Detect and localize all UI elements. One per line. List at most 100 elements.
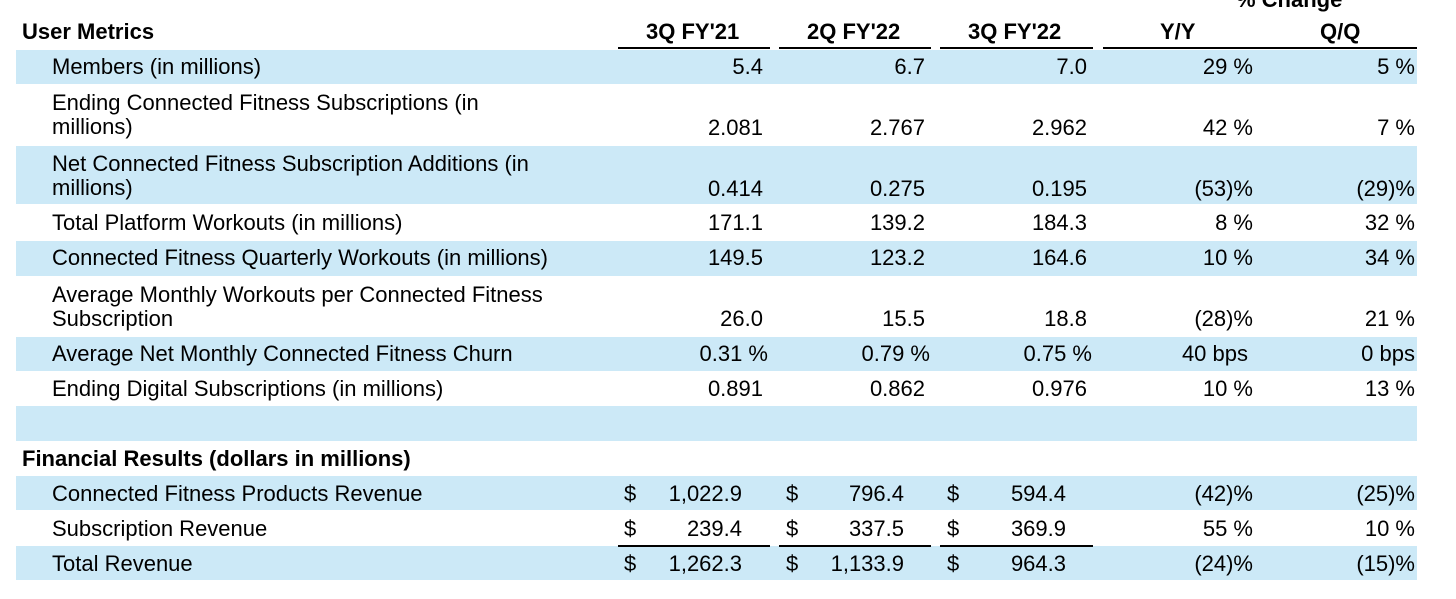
cell-value: 164.6 [1031, 245, 1087, 270]
cell-value: 0.862 [869, 376, 925, 401]
row-label-line: Subscription [52, 306, 174, 331]
dollar-sign: $ [624, 481, 637, 506]
cell-value: 0.31 % [699, 341, 769, 366]
cell-value: 0.976 [1031, 376, 1087, 401]
cell-value: (25)% [1356, 481, 1415, 506]
cell-value: 15.5 [882, 306, 925, 331]
cell-value: 337.5 [848, 516, 904, 541]
row-label: Total Revenue [52, 551, 193, 576]
row-label-line: millions) [52, 175, 133, 200]
cell-value: 2.962 [1031, 115, 1087, 140]
row-label-line: millions) [52, 114, 133, 139]
row-label: Members (in millions) [52, 54, 262, 79]
cell-value: 0 bps [1361, 341, 1415, 366]
cell-value: 5.4 [732, 54, 763, 79]
row-band [16, 241, 1417, 276]
row-band [16, 146, 1417, 204]
cell-value: (28)% [1194, 306, 1253, 331]
cell-value: (53)% [1194, 176, 1253, 201]
cell-value: 369.9 [1010, 516, 1066, 541]
percent-change-label: % Change [1236, 0, 1342, 13]
cell-value: 2.767 [869, 115, 925, 140]
dollar-sign: $ [786, 551, 799, 576]
row-band [16, 546, 1417, 580]
column-header: Y/Y [1160, 19, 1196, 44]
cell-value: 964.3 [1010, 551, 1066, 576]
cell-value: 34 % [1364, 245, 1415, 270]
header-underline [779, 47, 931, 49]
cell-value: 0.79 % [861, 341, 931, 366]
cell-value: 26.0 [720, 306, 763, 331]
row-label: Connected Fitness Quarterly Workouts (in… [52, 245, 548, 270]
row-label: Ending Digital Subscriptions (in million… [52, 376, 444, 401]
cell-value: 2.081 [707, 115, 763, 140]
subtotal-rule [940, 545, 1093, 547]
row-label: Ending Connected Fitness Subscriptions (… [52, 91, 479, 139]
row-label-line: Ending Connected Fitness Subscriptions (… [52, 90, 479, 115]
cell-value: 0.275 [869, 176, 925, 201]
column-header: Q/Q [1320, 19, 1361, 44]
cell-value: 6.7 [894, 54, 925, 79]
column-header: 2Q FY'22 [807, 19, 901, 44]
dollar-sign: $ [624, 551, 637, 576]
header-underline [618, 47, 770, 49]
cell-value: 1,022.9 [668, 481, 742, 506]
cell-value: 1,262.3 [668, 551, 742, 576]
dollar-sign: $ [947, 551, 960, 576]
row-label: Subscription Revenue [52, 516, 268, 541]
cell-value: 10 % [1202, 376, 1253, 401]
row-label: Net Connected Fitness Subscription Addit… [52, 152, 529, 200]
cell-value: 139.2 [869, 210, 925, 235]
cell-value: 32 % [1364, 210, 1415, 235]
row-label-line: Net Connected Fitness Subscription Addit… [52, 151, 529, 176]
cell-value: 239.4 [686, 516, 742, 541]
row-band [16, 406, 1417, 441]
row-label: Average Net Monthly Connected Fitness Ch… [52, 341, 513, 366]
dollar-sign: $ [947, 481, 960, 506]
cell-value: 40 bps [1181, 341, 1248, 366]
cell-value: 0.414 [707, 176, 763, 201]
row-label: Total Platform Workouts (in millions) [52, 210, 403, 235]
cell-value: 8 % [1215, 210, 1253, 235]
section-title-user-metrics: User Metrics [22, 19, 155, 44]
cell-value: 149.5 [707, 245, 763, 270]
dollar-sign: $ [624, 516, 637, 541]
cell-value: 7 % [1377, 115, 1415, 140]
dollar-sign: $ [786, 481, 799, 506]
cell-value: 7.0 [1056, 54, 1087, 79]
cell-value: 5 % [1377, 54, 1415, 79]
row-band [16, 337, 1417, 371]
row-label-line: Average Monthly Workouts per Connected F… [52, 282, 543, 307]
cell-value: 10 % [1364, 516, 1415, 541]
cell-value: 123.2 [869, 245, 925, 270]
cell-value: (15)% [1356, 551, 1415, 576]
row-band [16, 476, 1417, 510]
cell-value: 21 % [1364, 306, 1415, 331]
cell-value: (24)% [1194, 551, 1253, 576]
row-label: Average Monthly Workouts per Connected F… [52, 283, 543, 331]
dollar-sign: $ [947, 516, 960, 541]
subtotal-rule [618, 545, 770, 547]
column-header: 3Q FY'21 [646, 19, 740, 44]
row-label: Connected Fitness Products Revenue [52, 481, 423, 506]
row-band [16, 50, 1417, 84]
cell-value: 1,133.9 [830, 551, 904, 576]
cell-value: (29)% [1356, 176, 1415, 201]
header-underline [1103, 47, 1417, 49]
cell-value: 10 % [1202, 245, 1253, 270]
cell-value: 184.3 [1031, 210, 1087, 235]
cell-value: 0.195 [1031, 176, 1087, 201]
subtotal-rule [779, 545, 931, 547]
cell-value: 29 % [1202, 54, 1253, 79]
section-title-financial: Financial Results (dollars in millions) [22, 446, 411, 471]
cell-value: 171.1 [707, 210, 763, 235]
cell-value: (42)% [1194, 481, 1253, 506]
column-header: 3Q FY'22 [968, 19, 1062, 44]
cell-value: 796.4 [848, 481, 904, 506]
header-underline [940, 47, 1093, 49]
cell-value: 13 % [1364, 376, 1415, 401]
cell-value: 0.891 [707, 376, 763, 401]
cell-value: 0.75 % [1023, 341, 1093, 366]
cell-value: 55 % [1202, 516, 1253, 541]
dollar-sign: $ [786, 516, 799, 541]
